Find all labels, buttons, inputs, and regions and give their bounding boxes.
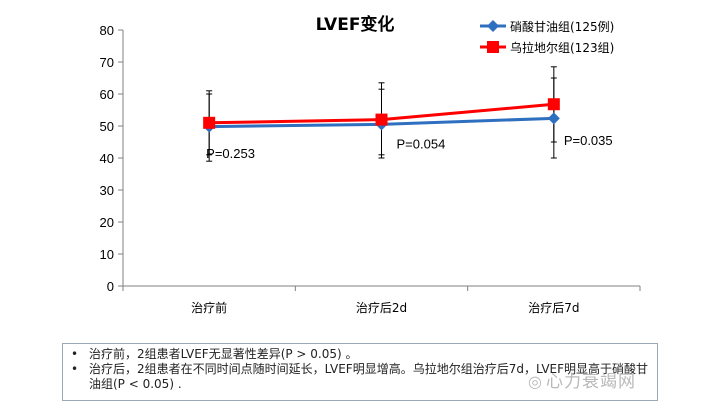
data-point bbox=[203, 116, 216, 129]
notes-box: • 治疗前，2组患者LVEF无显著性差异(P > 0.05) 。 • 治疗后，2… bbox=[62, 343, 658, 401]
bullet: • bbox=[71, 347, 79, 361]
y-tick-label: 70 bbox=[100, 55, 114, 70]
data-point bbox=[375, 113, 388, 126]
y-tick-label: 10 bbox=[100, 247, 114, 262]
data-point bbox=[547, 98, 560, 111]
y-tick-label: 40 bbox=[100, 151, 114, 166]
x-tick-label: 治疗后7d bbox=[528, 301, 579, 315]
legend-label: 乌拉地尔组(123组) bbox=[510, 40, 614, 55]
watermark-text: 心力衰竭网 bbox=[545, 372, 636, 392]
legend-marker bbox=[487, 20, 499, 32]
chart-title: LVEF变化 bbox=[316, 14, 395, 35]
y-tick-label: 80 bbox=[100, 23, 114, 38]
y-tick-label: 0 bbox=[107, 279, 114, 294]
p-value-annotation: P=0.253 bbox=[206, 146, 255, 161]
bullet: • bbox=[71, 362, 79, 376]
note-text-1: 治疗前，2组患者LVEF无显著性差异(P > 0.05) 。 bbox=[89, 347, 358, 361]
data-point bbox=[547, 112, 560, 125]
y-tick-label: 30 bbox=[100, 183, 114, 198]
y-tick-label: 60 bbox=[100, 87, 114, 102]
x-tick-label: 治疗后2d bbox=[356, 301, 407, 315]
y-tick-label: 50 bbox=[100, 119, 114, 134]
x-tick-label: 治疗前 bbox=[191, 300, 227, 315]
wechat-icon: ◎ bbox=[528, 372, 543, 391]
y-tick-label: 20 bbox=[100, 215, 114, 230]
lvef-chart: 0 10 20 30 40 50 60 70 80 治疗前 治疗后2d 治疗后7d LVEF变化 P=0.… bbox=[100, 14, 641, 315]
note-item-1: • 治疗前，2组患者LVEF无显著性差异(P > 0.05) 。 bbox=[69, 347, 651, 362]
note-item-2: • 治疗后，2组患者在不同时间点随时间延长，LVEF明显增高。乌拉地尔组治疗后7… bbox=[69, 362, 651, 392]
legend-label: 硝酸甘油组(125例) bbox=[510, 19, 614, 34]
p-value-annotation: P=0.035 bbox=[564, 133, 613, 148]
p-value-annotation: P=0.054 bbox=[397, 136, 446, 151]
note-text-2: 治疗后，2组患者在不同时间点随时间延长，LVEF明显增高。乌拉地尔组治疗后7d，… bbox=[89, 362, 649, 391]
watermark: ◎ 心力衰竭网 bbox=[528, 367, 636, 392]
legend-marker bbox=[487, 41, 499, 53]
